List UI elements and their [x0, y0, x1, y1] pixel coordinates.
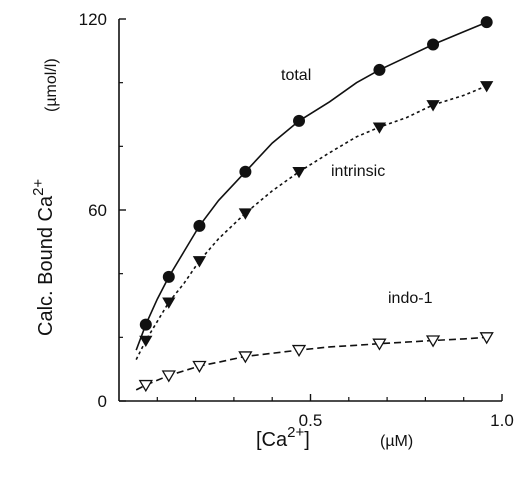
y-tick-label: 0 [98, 392, 107, 411]
x-tick-label: 0.5 [299, 411, 323, 430]
data-point-indo-1 [479, 332, 494, 345]
data-point-total [239, 165, 252, 178]
data-point-indo-1 [372, 338, 387, 351]
series-labels: total intrinsic indo-1 [281, 67, 433, 307]
data-point-total [162, 270, 175, 283]
axes [118, 18, 503, 402]
data-point-total [293, 114, 306, 127]
data-point-indo-1 [192, 360, 207, 373]
series-label-total: total [281, 67, 311, 84]
data-point-indo-1 [425, 335, 441, 348]
data-point-intrinsic [139, 335, 153, 348]
data-point-indo-1 [161, 370, 176, 383]
data-point-indo-1 [238, 351, 253, 364]
data-point-intrinsic [480, 81, 494, 93]
data-markers [138, 16, 494, 393]
data-point-indo-1 [291, 344, 307, 358]
series-label-intrinsic: intrinsic [331, 163, 385, 180]
data-point-total [139, 318, 152, 331]
data-point-intrinsic [292, 167, 306, 179]
data-point-indo-1 [138, 379, 153, 393]
data-point-intrinsic [162, 297, 176, 309]
y-axis-label: Calc. Bound Ca2+ [30, 179, 57, 336]
data-point-total [193, 219, 206, 232]
data-point-total [480, 16, 493, 29]
y-axis-unit: (µmol/l) [43, 58, 60, 112]
fit-lines [135, 21, 488, 391]
x-tick-label: 1.0 [490, 411, 514, 430]
data-point-total [373, 63, 386, 76]
data-point-intrinsic [372, 122, 387, 134]
y-tick-label: 120 [79, 10, 107, 29]
data-point-intrinsic [238, 208, 253, 220]
data-point-intrinsic [192, 256, 207, 268]
tick-labels: 0 60 120 0.5 1.0 [79, 10, 514, 430]
x-axis-label: [Ca2+] [256, 424, 310, 451]
series-line-total [135, 21, 488, 351]
series-line-intrinsic [135, 85, 488, 360]
data-point-total [427, 38, 440, 51]
data-point-intrinsic [426, 100, 440, 112]
x-axis-unit: (µM) [380, 433, 413, 450]
series-label-indo-1: indo-1 [388, 290, 433, 307]
y-tick-label: 60 [88, 201, 107, 220]
